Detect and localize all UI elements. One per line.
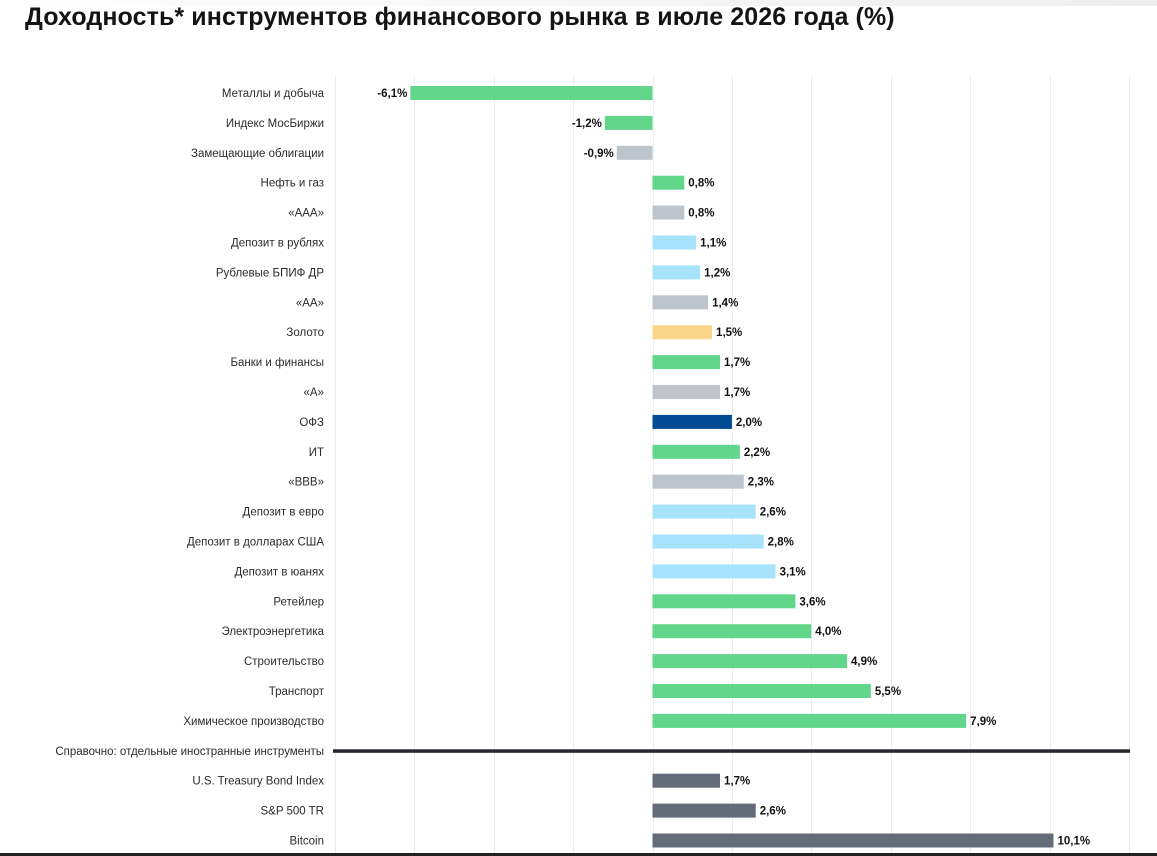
- category-label-row-5: «AAA»: [288, 208, 324, 220]
- category-label-row-22: Химическое производство: [183, 716, 324, 728]
- bar-row-16: [652, 534, 764, 549]
- bar-row-11: [652, 385, 720, 399]
- category-label-row-7: Рублевые БПИФ ДР: [216, 267, 324, 279]
- value-label-row-21: 5,5%: [875, 686, 901, 698]
- category-label-row-9: Золото: [286, 327, 324, 339]
- value-label-row-5: 0,8%: [688, 208, 714, 220]
- bar-row-7: [652, 265, 701, 280]
- value-label-row-17: 3,1%: [780, 566, 806, 578]
- value-label-row-16: 2,8%: [768, 537, 794, 549]
- bar-ref-row-2: [652, 803, 756, 818]
- value-label-row-3: -0,9%: [584, 148, 614, 160]
- bar-row-1: [410, 86, 653, 100]
- bar-row-22: [652, 713, 967, 728]
- chart-title: Доходность* инструментов финансового рын…: [25, 3, 895, 31]
- category-label-row-20: Строительство: [244, 656, 324, 668]
- value-label-row-18: 3,6%: [799, 596, 825, 608]
- bar-row-3: [616, 145, 653, 160]
- category-label-row-4: Нефть и газ: [261, 178, 324, 190]
- value-label-row-1: -6,1%: [377, 88, 407, 100]
- category-label-row-6: Депозит в рублях: [231, 238, 324, 250]
- bar-ref-row-3: [652, 833, 1054, 848]
- category-label-row-2: Индекс МосБиржи: [226, 118, 324, 130]
- value-label-row-15: 2,6%: [760, 507, 786, 519]
- bar-row-17: [652, 564, 776, 579]
- bar-row-8: [652, 295, 709, 310]
- separator-label: Справочно: отдельные иностранные инструм…: [55, 746, 324, 758]
- bar-row-20: [652, 654, 848, 669]
- bar-row-5: [652, 205, 685, 220]
- bar-row-19: [652, 624, 812, 639]
- category-label-row-13: ИТ: [309, 447, 324, 459]
- value-label-row-4: 0,8%: [688, 178, 714, 190]
- bar-ref-row-1: [652, 773, 720, 788]
- value-label-ref-row-3: 10,1%: [1057, 836, 1090, 848]
- category-label-ref-row-1: U.S. Treasury Bond Index: [192, 776, 324, 788]
- value-label-ref-row-2: 2,6%: [760, 806, 786, 818]
- value-label-row-22: 7,9%: [970, 716, 996, 728]
- bottom-rule: [0, 853, 1157, 856]
- value-label-row-7: 1,2%: [704, 267, 730, 279]
- category-label-ref-row-2: S&P 500 TR: [260, 806, 324, 818]
- category-label-row-14: «BBB»: [288, 477, 324, 489]
- bar-row-6: [652, 235, 697, 250]
- value-label-row-9: 1,5%: [716, 327, 742, 339]
- top-band: [0, 0, 1157, 6]
- value-label-row-11: 1,7%: [724, 387, 750, 399]
- value-label-ref-row-1: 1,7%: [724, 776, 750, 788]
- category-label-row-3: Замещающие облигации: [191, 148, 324, 160]
- bar-row-10: [652, 355, 720, 370]
- bar-row-18: [652, 594, 796, 609]
- category-label-ref-row-3: Bitcoin: [289, 836, 324, 848]
- value-label-row-20: 4,9%: [851, 656, 877, 668]
- separator-line: [333, 749, 1130, 753]
- category-label-row-21: Транспорт: [269, 686, 325, 698]
- category-label-row-12: ОФЗ: [299, 417, 324, 429]
- bar-row-4: [652, 175, 685, 190]
- bar-row-12: [652, 414, 732, 429]
- value-label-row-14: 2,3%: [748, 477, 774, 489]
- bar-row-15: [652, 504, 756, 519]
- category-label-row-10: Банки и финансы: [230, 357, 324, 369]
- category-label-row-18: Ретейлер: [273, 596, 324, 608]
- category-label-row-17: Депозит в юанях: [235, 566, 325, 578]
- bar-row-13: [652, 444, 740, 459]
- value-label-row-12: 2,0%: [736, 417, 762, 429]
- value-label-row-6: 1,1%: [700, 238, 726, 250]
- value-label-row-13: 2,2%: [744, 447, 770, 459]
- bar-row-14: [652, 474, 744, 489]
- category-label-row-1: Металлы и добыча: [222, 88, 325, 100]
- value-label-row-8: 1,4%: [712, 297, 738, 309]
- value-label-row-10: 1,7%: [724, 357, 750, 369]
- bar-row-9: [652, 325, 713, 340]
- category-label-row-8: «AA»: [296, 297, 324, 309]
- category-label-row-11: «A»: [304, 387, 324, 399]
- value-label-row-19: 4,0%: [815, 626, 841, 638]
- bar-row-2: [604, 115, 653, 130]
- bar-row-21: [652, 684, 871, 698]
- category-label-row-15: Депозит в евро: [243, 507, 324, 519]
- category-label-row-16: Депозит в долларах США: [187, 537, 324, 549]
- category-label-row-19: Электроэнергетика: [221, 626, 324, 638]
- value-label-row-2: -1,2%: [572, 118, 602, 130]
